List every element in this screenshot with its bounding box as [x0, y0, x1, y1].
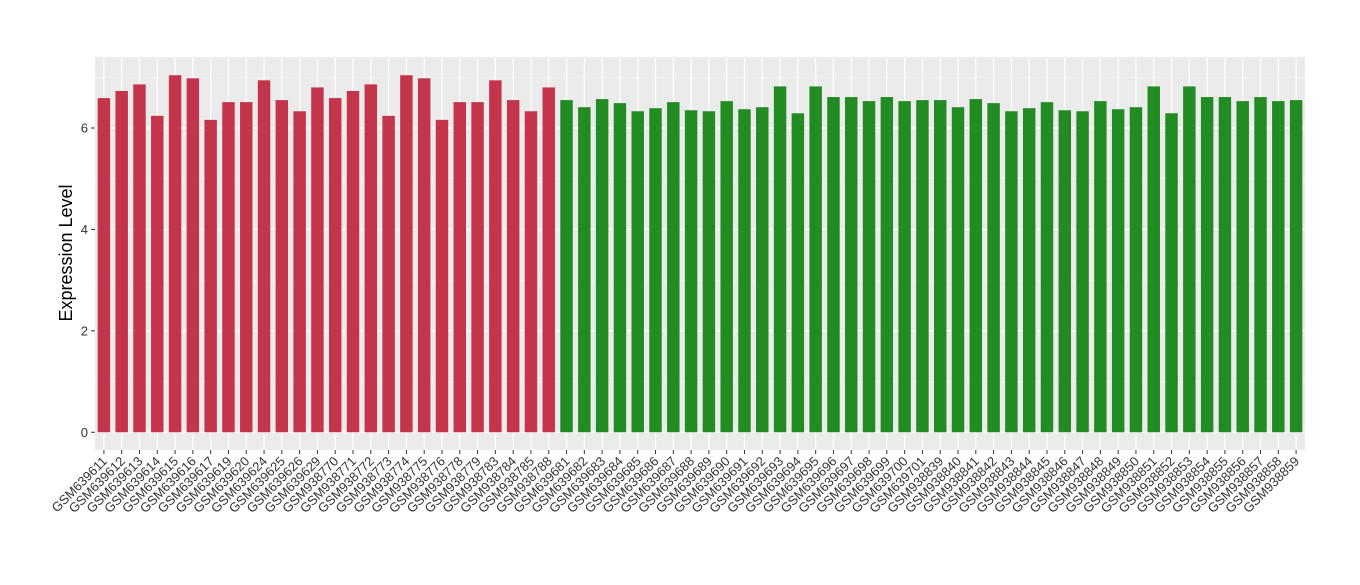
- bar: [791, 113, 805, 433]
- bar: [1200, 97, 1214, 433]
- bar: [1022, 108, 1036, 433]
- bar: [773, 86, 787, 433]
- bar: [1005, 111, 1018, 433]
- bar: [916, 100, 929, 433]
- bar: [1147, 86, 1160, 433]
- bar: [1165, 113, 1178, 433]
- bar: [969, 99, 983, 433]
- bar: [115, 90, 128, 433]
- bar: [346, 90, 360, 433]
- bar: [1218, 97, 1232, 433]
- y-tick-label: 0: [81, 425, 88, 440]
- bar: [1289, 100, 1303, 433]
- bar: [382, 115, 395, 433]
- bar: [506, 100, 520, 433]
- bar: [898, 101, 911, 433]
- bar: [684, 110, 698, 433]
- bar: [328, 98, 342, 433]
- bar: [186, 78, 200, 433]
- bar: [222, 102, 235, 433]
- bar: [720, 101, 733, 433]
- bar: [542, 87, 555, 433]
- bar: [417, 78, 431, 433]
- bar: [1129, 107, 1143, 433]
- bar: [1058, 110, 1072, 433]
- bar: [524, 111, 538, 433]
- bar: [951, 107, 965, 433]
- bar: [845, 97, 858, 433]
- bar: [1183, 86, 1196, 433]
- bar: [240, 102, 253, 433]
- bar: [809, 86, 822, 433]
- bar: [453, 102, 467, 433]
- bar: [311, 87, 324, 433]
- bar: [702, 111, 716, 433]
- bar: [400, 75, 413, 433]
- bar: [933, 100, 947, 433]
- bar: [1040, 102, 1054, 433]
- bar: [275, 100, 289, 433]
- bar: [1111, 109, 1125, 433]
- y-tick-label: 2: [81, 323, 88, 338]
- y-tick-label: 6: [81, 120, 88, 135]
- bar: [364, 84, 378, 433]
- bar: [1254, 97, 1267, 433]
- bar: [1094, 101, 1107, 433]
- bar: [827, 97, 840, 433]
- bar: [578, 107, 591, 433]
- bar: [204, 119, 217, 433]
- bar: [631, 111, 644, 433]
- bar: [489, 80, 502, 433]
- bar: [1272, 101, 1285, 433]
- bar: [862, 101, 876, 433]
- bar: [97, 98, 111, 433]
- bar: [560, 100, 573, 433]
- bar: [595, 99, 609, 433]
- y-tick-label: 4: [81, 222, 88, 237]
- bar: [987, 103, 1000, 433]
- bar: [168, 75, 182, 433]
- bar: [738, 109, 751, 433]
- bar: [293, 111, 306, 433]
- bar: [151, 115, 164, 433]
- bar: [435, 119, 449, 433]
- bar: [471, 102, 484, 433]
- bar: [257, 80, 271, 433]
- bar: [133, 84, 146, 433]
- bar: [613, 103, 627, 433]
- bar: [1236, 101, 1249, 433]
- bar: [756, 107, 769, 433]
- bar: [649, 108, 662, 433]
- bar: [880, 97, 894, 433]
- bar: [1076, 111, 1089, 433]
- bar: [667, 102, 680, 433]
- y-axis-label: Expression Level: [56, 184, 76, 321]
